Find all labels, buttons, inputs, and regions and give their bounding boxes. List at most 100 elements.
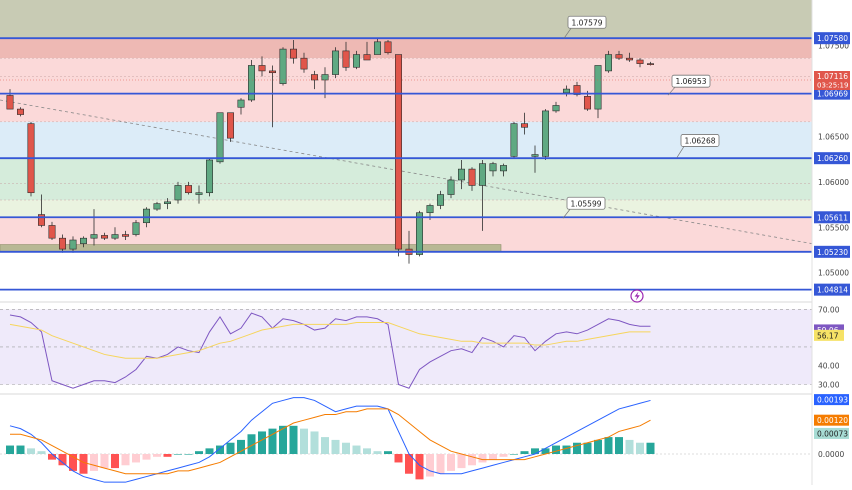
candle-44[interactable] [468, 167, 476, 191]
candle-27[interactable] [289, 40, 297, 64]
candle-16[interactable] [174, 181, 182, 204]
candle-39[interactable] [415, 210, 423, 257]
candle-60[interactable] [636, 58, 644, 68]
candle-17[interactable] [185, 181, 193, 195]
candle-29[interactable] [310, 70, 318, 90]
candle-42[interactable] [447, 176, 455, 199]
rsi-panel[interactable] [0, 301, 812, 389]
price-zone-5 [0, 200, 812, 218]
svg-text:1.06268: 1.06268 [684, 136, 715, 145]
macd-hist-bar-14 [153, 454, 161, 457]
candle-1[interactable] [16, 107, 24, 117]
macd-hist-bar-50 [531, 448, 539, 454]
candle-31[interactable] [331, 47, 339, 79]
candle-34[interactable] [363, 41, 371, 61]
rsi-series-1[interactable] [9, 322, 651, 359]
candle-24[interactable] [258, 56, 266, 77]
candle-2[interactable] [27, 121, 35, 197]
candle-8[interactable] [90, 209, 98, 246]
candle-45[interactable] [478, 160, 486, 231]
candle-18[interactable] [195, 185, 203, 204]
candle-25[interactable] [268, 65, 276, 128]
price-panel[interactable]: 1.07579 1.06953 1.06268 1.05599 [0, 0, 813, 291]
candle-35[interactable] [373, 38, 381, 55]
macd-series-0[interactable] [9, 397, 651, 483]
candle-57[interactable] [604, 50, 612, 73]
candle-20[interactable] [216, 112, 224, 164]
rsi-tick-0: 70.00 [818, 305, 840, 314]
candle-23[interactable] [248, 60, 256, 102]
candle-15[interactable] [164, 198, 172, 210]
macd-hist-bar-30 [321, 437, 329, 454]
macd-hist-bar-9 [100, 454, 109, 469]
macd-hist-bar-43 [457, 454, 466, 469]
candle-19[interactable] [206, 158, 214, 197]
candle-59[interactable] [625, 52, 633, 62]
candle-56[interactable] [594, 65, 602, 119]
macd-hist-bar-4 [48, 454, 56, 460]
candle-22[interactable] [237, 98, 245, 115]
rsi-series-0[interactable] [9, 312, 651, 389]
candle-48[interactable] [510, 121, 518, 159]
macd-hist-bar-45 [478, 454, 487, 463]
candle-53[interactable] [562, 85, 570, 97]
price-tick-0: 1.07500 [818, 41, 849, 50]
macd-panel[interactable] [0, 393, 812, 483]
macd-hist-bar-59 [625, 439, 634, 454]
candle-52[interactable] [552, 101, 560, 113]
candle-49[interactable] [520, 112, 528, 135]
candle-9[interactable] [101, 232, 109, 240]
callout-label-0[interactable]: 1.07579 [563, 15, 607, 39]
candle-47[interactable] [499, 163, 507, 177]
price-tick-3: 1.05500 [818, 223, 849, 232]
macd-hist-bar-20 [216, 445, 224, 454]
candle-28[interactable] [300, 52, 308, 73]
candle-4[interactable] [48, 221, 56, 240]
macd-hist-bar-16 [174, 454, 182, 455]
callout-label-1[interactable]: 1.06953 [667, 74, 711, 96]
svg-text:0.00193: 0.00193 [817, 396, 848, 405]
macd-series-1[interactable] [10, 408, 651, 475]
price-tick-4: 1.05000 [818, 269, 849, 278]
svg-text:1.04814: 1.04814 [817, 286, 848, 295]
candle-51[interactable] [541, 109, 549, 160]
macd-hist-bar-26 [279, 425, 287, 454]
candle-43[interactable] [457, 160, 465, 190]
svg-text:1.07579: 1.07579 [571, 18, 602, 27]
macd-hist-bar-15 [163, 454, 172, 457]
callout-label-2[interactable]: 1.06268 [676, 134, 720, 158]
candle-46[interactable] [489, 161, 497, 177]
candle-0[interactable] [6, 89, 14, 110]
macd-hist-bar-34 [363, 448, 371, 454]
lightning-icon[interactable] [630, 289, 644, 303]
candle-36[interactable] [384, 40, 392, 55]
candle-33[interactable] [352, 50, 360, 70]
macd-value-tag-1: 0.00120 [814, 414, 849, 426]
candle-32[interactable] [342, 41, 350, 71]
candle-26[interactable] [279, 47, 287, 86]
candle-10[interactable] [111, 227, 119, 240]
price-axis[interactable]: 1.07500 1.06500 1.06000 1.05500 1.05000 1.075… [811, 0, 852, 485]
macd-hist-bar-13 [142, 454, 151, 460]
candle-12[interactable] [132, 220, 140, 237]
macd-hist-bar-31 [331, 439, 340, 454]
macd-hist-bar-35 [373, 451, 382, 454]
candle-6[interactable] [69, 236, 77, 253]
candle-61[interactable] [646, 61, 654, 66]
candle-14[interactable] [153, 201, 161, 211]
callout-label-3[interactable]: 1.05599 [562, 196, 606, 219]
candle-50[interactable] [531, 145, 539, 173]
candle-21[interactable] [227, 112, 235, 142]
candle-11[interactable] [122, 230, 130, 240]
candle-7[interactable] [80, 236, 88, 248]
candle-37[interactable] [394, 54, 402, 257]
macd-hist-bar-41 [436, 454, 445, 474]
candle-5[interactable] [58, 234, 66, 253]
candle-3[interactable] [37, 194, 45, 228]
candle-58[interactable] [615, 50, 623, 60]
macd-hist-bar-1 [16, 445, 25, 454]
macd-hist-bar-33 [352, 445, 361, 454]
candle-41[interactable] [436, 190, 444, 210]
